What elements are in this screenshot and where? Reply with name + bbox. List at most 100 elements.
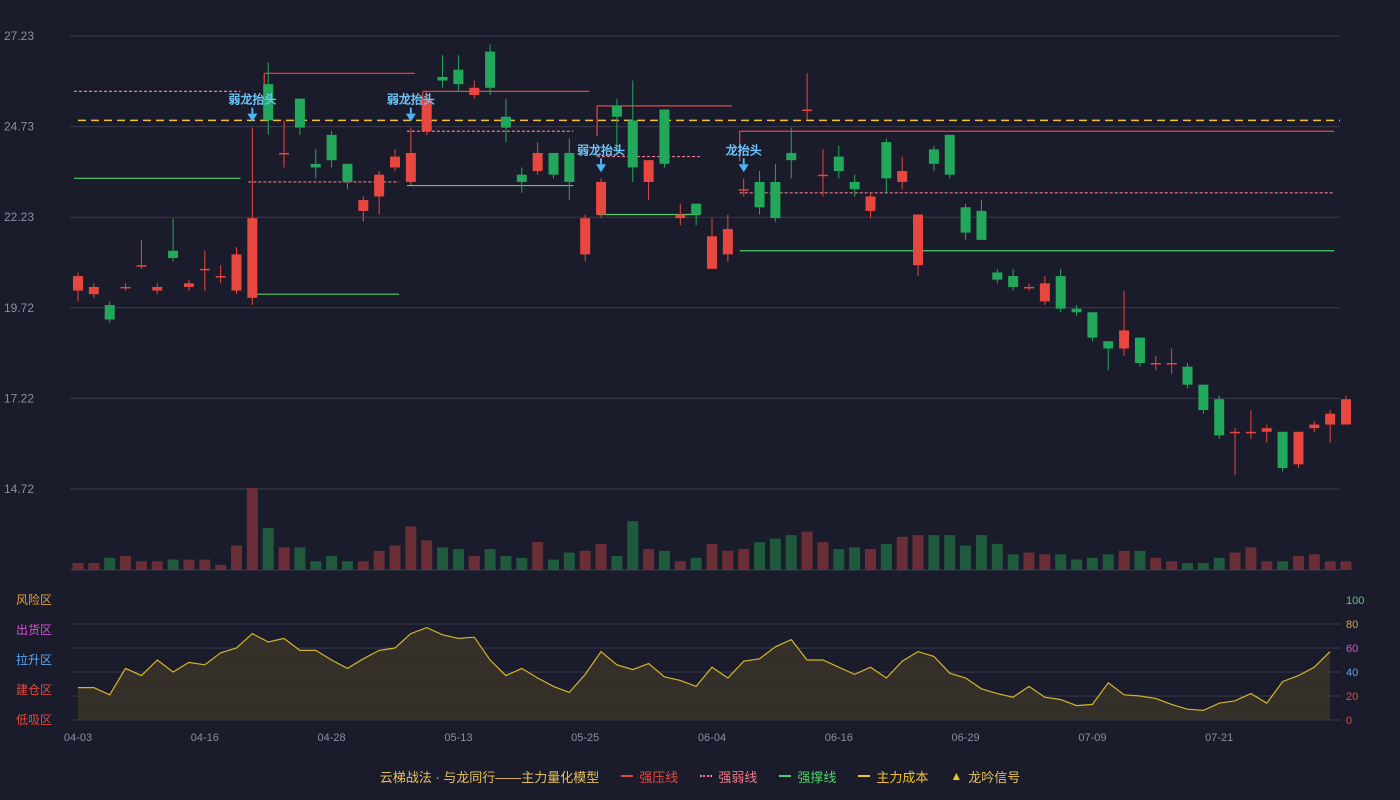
candle-body xyxy=(1119,330,1130,349)
volume-bar xyxy=(1007,554,1019,570)
volume-bar xyxy=(484,549,496,570)
candle-body xyxy=(881,142,892,179)
volume-bar xyxy=(738,549,750,570)
candle-body xyxy=(326,134,337,161)
volume-bar xyxy=(468,556,480,570)
legend-title-text: 云梯战法 · 与龙同行——主力量化模型 xyxy=(379,769,600,785)
price-tick-label: 19.72 xyxy=(4,301,34,315)
volume-bar xyxy=(120,556,132,570)
candle-body xyxy=(485,51,496,88)
legend-weak[interactable]: 强弱线 xyxy=(700,767,757,786)
candle-body xyxy=(263,84,274,121)
signal-arrow-icon xyxy=(405,113,416,122)
legend-cost-text: 主力成本 xyxy=(876,769,929,785)
candle-body xyxy=(738,189,749,191)
candle-body xyxy=(659,109,670,164)
volume-bar xyxy=(1071,559,1083,570)
volume-bar xyxy=(833,549,845,570)
signal-arrow-icon xyxy=(247,113,258,122)
volume-bar xyxy=(944,535,956,570)
volume-bar xyxy=(373,550,385,570)
volume-bar xyxy=(563,552,575,570)
volume-bar xyxy=(532,542,544,570)
legend-signal[interactable]: ▲ 龙吟信号 xyxy=(950,767,1020,786)
legend-cost[interactable]: 主力成本 xyxy=(858,767,928,786)
candle-body xyxy=(73,276,83,291)
signal-label: 龙抬头 xyxy=(726,142,762,157)
candle-body xyxy=(1277,431,1288,468)
price-tick-label: 22.23 xyxy=(4,210,34,224)
volume-bar xyxy=(1182,563,1193,570)
candle-body xyxy=(358,200,369,211)
volume-bar xyxy=(627,521,639,570)
candle-body xyxy=(183,283,194,287)
volume-bar xyxy=(1197,563,1209,570)
candle-body xyxy=(691,203,702,215)
volume-bar xyxy=(1150,557,1162,570)
volume-bar xyxy=(341,561,353,570)
cost-swatch xyxy=(858,775,871,777)
legend-title: 云梯战法 · 与龙同行——主力量化模型 xyxy=(380,767,600,786)
legend-support[interactable]: 强撑线 xyxy=(779,767,836,786)
candle-body xyxy=(928,149,939,164)
indicator-zone-label: 拉升区 xyxy=(16,652,52,667)
candle-body xyxy=(1024,286,1034,289)
legend-pressure[interactable]: 强压线 xyxy=(621,767,678,786)
indicator-zone-label: 低吸区 xyxy=(16,713,52,727)
candle-body xyxy=(944,134,955,175)
support-swatch xyxy=(779,775,792,777)
x-tick-label: 05-13 xyxy=(444,732,472,744)
volume-bar xyxy=(643,549,655,570)
volume-bar xyxy=(880,543,892,570)
volume-bar xyxy=(1245,547,1257,570)
volume-bar xyxy=(1277,561,1289,570)
indicator-area xyxy=(78,627,1331,720)
candle-body xyxy=(548,152,559,175)
signal-label: 弱龙抬头 xyxy=(387,92,435,107)
candle-body xyxy=(421,98,432,132)
volume-bar xyxy=(1213,557,1225,570)
volume-bar xyxy=(579,550,591,570)
volume-bar xyxy=(151,561,163,570)
candle-body xyxy=(913,214,924,266)
candle-body xyxy=(310,163,321,168)
volume-bar xyxy=(500,556,512,570)
candle-body xyxy=(627,120,638,168)
x-tick-label: 04-28 xyxy=(318,732,346,744)
volume-bar xyxy=(199,559,211,570)
candle-body xyxy=(865,196,876,211)
volume-bar xyxy=(1229,552,1241,570)
volume-bar xyxy=(1086,557,1098,570)
volume-bar xyxy=(801,531,813,570)
candle-body xyxy=(770,181,781,219)
candle-body xyxy=(532,152,543,172)
candle-body xyxy=(168,250,179,258)
candle-body xyxy=(976,210,987,240)
volume-bar xyxy=(928,535,940,570)
legend: 云梯战法 · 与龙同行——主力量化模型 强压线 强弱线 强撑线 主力成本 ▲ 龙… xyxy=(0,765,1400,787)
legend-support-text: 强撑线 xyxy=(797,769,837,785)
candle-body xyxy=(1214,399,1225,436)
candle-body xyxy=(786,152,797,161)
candle-body xyxy=(500,116,511,128)
candle-body xyxy=(390,156,400,168)
signal-label: 弱龙抬头 xyxy=(577,142,625,157)
candle-body xyxy=(231,254,242,291)
volume-bar xyxy=(912,535,924,570)
pressure-swatch xyxy=(621,775,634,777)
volume-bar xyxy=(167,559,179,570)
x-tick-label: 06-04 xyxy=(698,732,726,744)
candle-body xyxy=(1166,362,1177,365)
legend-weak-text: 强弱线 xyxy=(718,769,758,785)
candle-body xyxy=(1134,337,1145,363)
candle-body xyxy=(104,305,115,320)
indicator-tick-label: 40 xyxy=(1346,667,1358,679)
volume-bar xyxy=(310,561,322,570)
candle-body xyxy=(405,152,416,182)
volume-bar xyxy=(135,561,147,570)
candle-body xyxy=(849,181,860,190)
volume-bar xyxy=(1118,550,1130,570)
candle-body xyxy=(707,236,717,269)
x-tick-label: 07-09 xyxy=(1078,732,1106,744)
candle-body xyxy=(152,286,163,291)
